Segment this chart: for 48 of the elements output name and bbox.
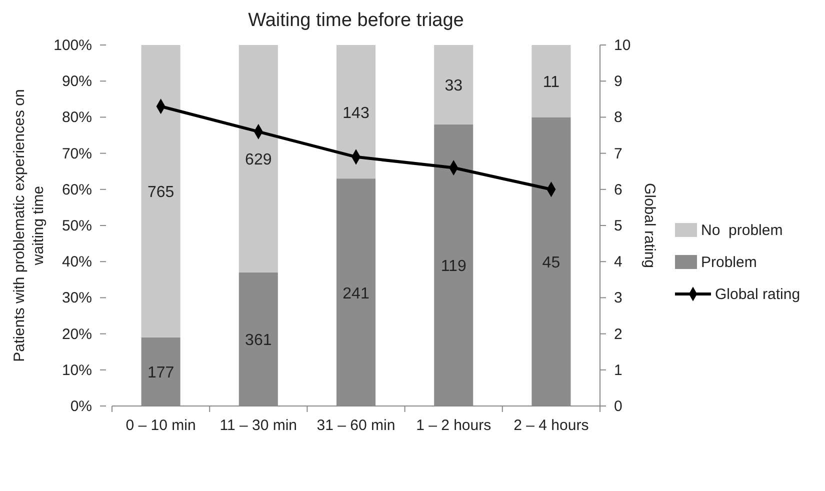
bar — [434, 45, 474, 124]
annotation: 143 — [342, 104, 370, 122]
bar — [532, 45, 571, 118]
y2-tick-label: 0 — [614, 398, 622, 415]
x-tick-label: 2 – 4 hours — [514, 417, 589, 434]
y-tick-label: 40% — [62, 254, 92, 271]
legend-label: Global rating — [715, 286, 800, 303]
y2-tick-label: 2 — [614, 326, 622, 343]
annotation: 629 — [245, 152, 272, 169]
bar — [336, 45, 376, 179]
y-tick-label: 60% — [62, 181, 92, 198]
y2-tick-label: 9 — [614, 73, 622, 90]
y2-tick-label: 6 — [614, 181, 622, 198]
y-tick-label: 70% — [62, 145, 92, 162]
x-tick-label: 31 – 60 min — [316, 417, 396, 434]
y-tick-label: 50% — [62, 218, 92, 234]
x-tick-label: 1 – 2 hours — [416, 417, 492, 434]
y2-tick-label: 8 — [614, 109, 622, 126]
annotation: 241 — [342, 285, 370, 302]
bar — [238, 45, 278, 272]
y2-tick-label: 5 — [614, 218, 622, 234]
annotation: 119 — [440, 258, 466, 276]
y-tick-label: 0% — [70, 398, 92, 415]
annotation: 177 — [147, 364, 174, 382]
y-axis-title: Patients with problematic experiences on waiting time — [11, 89, 47, 362]
annotation: 45 — [542, 254, 560, 272]
y2-axis-title: Global rating — [641, 182, 658, 268]
y2-tick-label: 3 — [614, 290, 622, 307]
bar — [141, 45, 180, 338]
annotation: 765 — [147, 184, 174, 202]
x-tick-label: 11 – 30 min — [220, 417, 298, 434]
legend-label: Problem — [701, 254, 757, 271]
y2-tick-label: 4 — [614, 254, 622, 271]
y-tick-label: 10% — [62, 362, 92, 379]
y2-tick-label: 10 — [614, 37, 631, 54]
annotation: 33 — [444, 78, 463, 95]
annotation: 11 — [542, 74, 560, 92]
y-tick-label: 90% — [62, 73, 92, 90]
y-tick-label: 20% — [62, 326, 92, 343]
y-tick-label: 80% — [62, 109, 92, 126]
y-tick-label: 100% — [54, 37, 92, 54]
y2-tick-label: 1 — [614, 362, 622, 379]
y2-tick-label: 7 — [614, 145, 622, 162]
legend-label: No problem — [701, 222, 783, 239]
y-tick-label: 30% — [62, 290, 92, 307]
x-tick-label: 0 – 10 min — [126, 417, 196, 434]
chart-title: Waiting time before triage — [248, 10, 464, 31]
annotation: 361 — [245, 332, 272, 350]
